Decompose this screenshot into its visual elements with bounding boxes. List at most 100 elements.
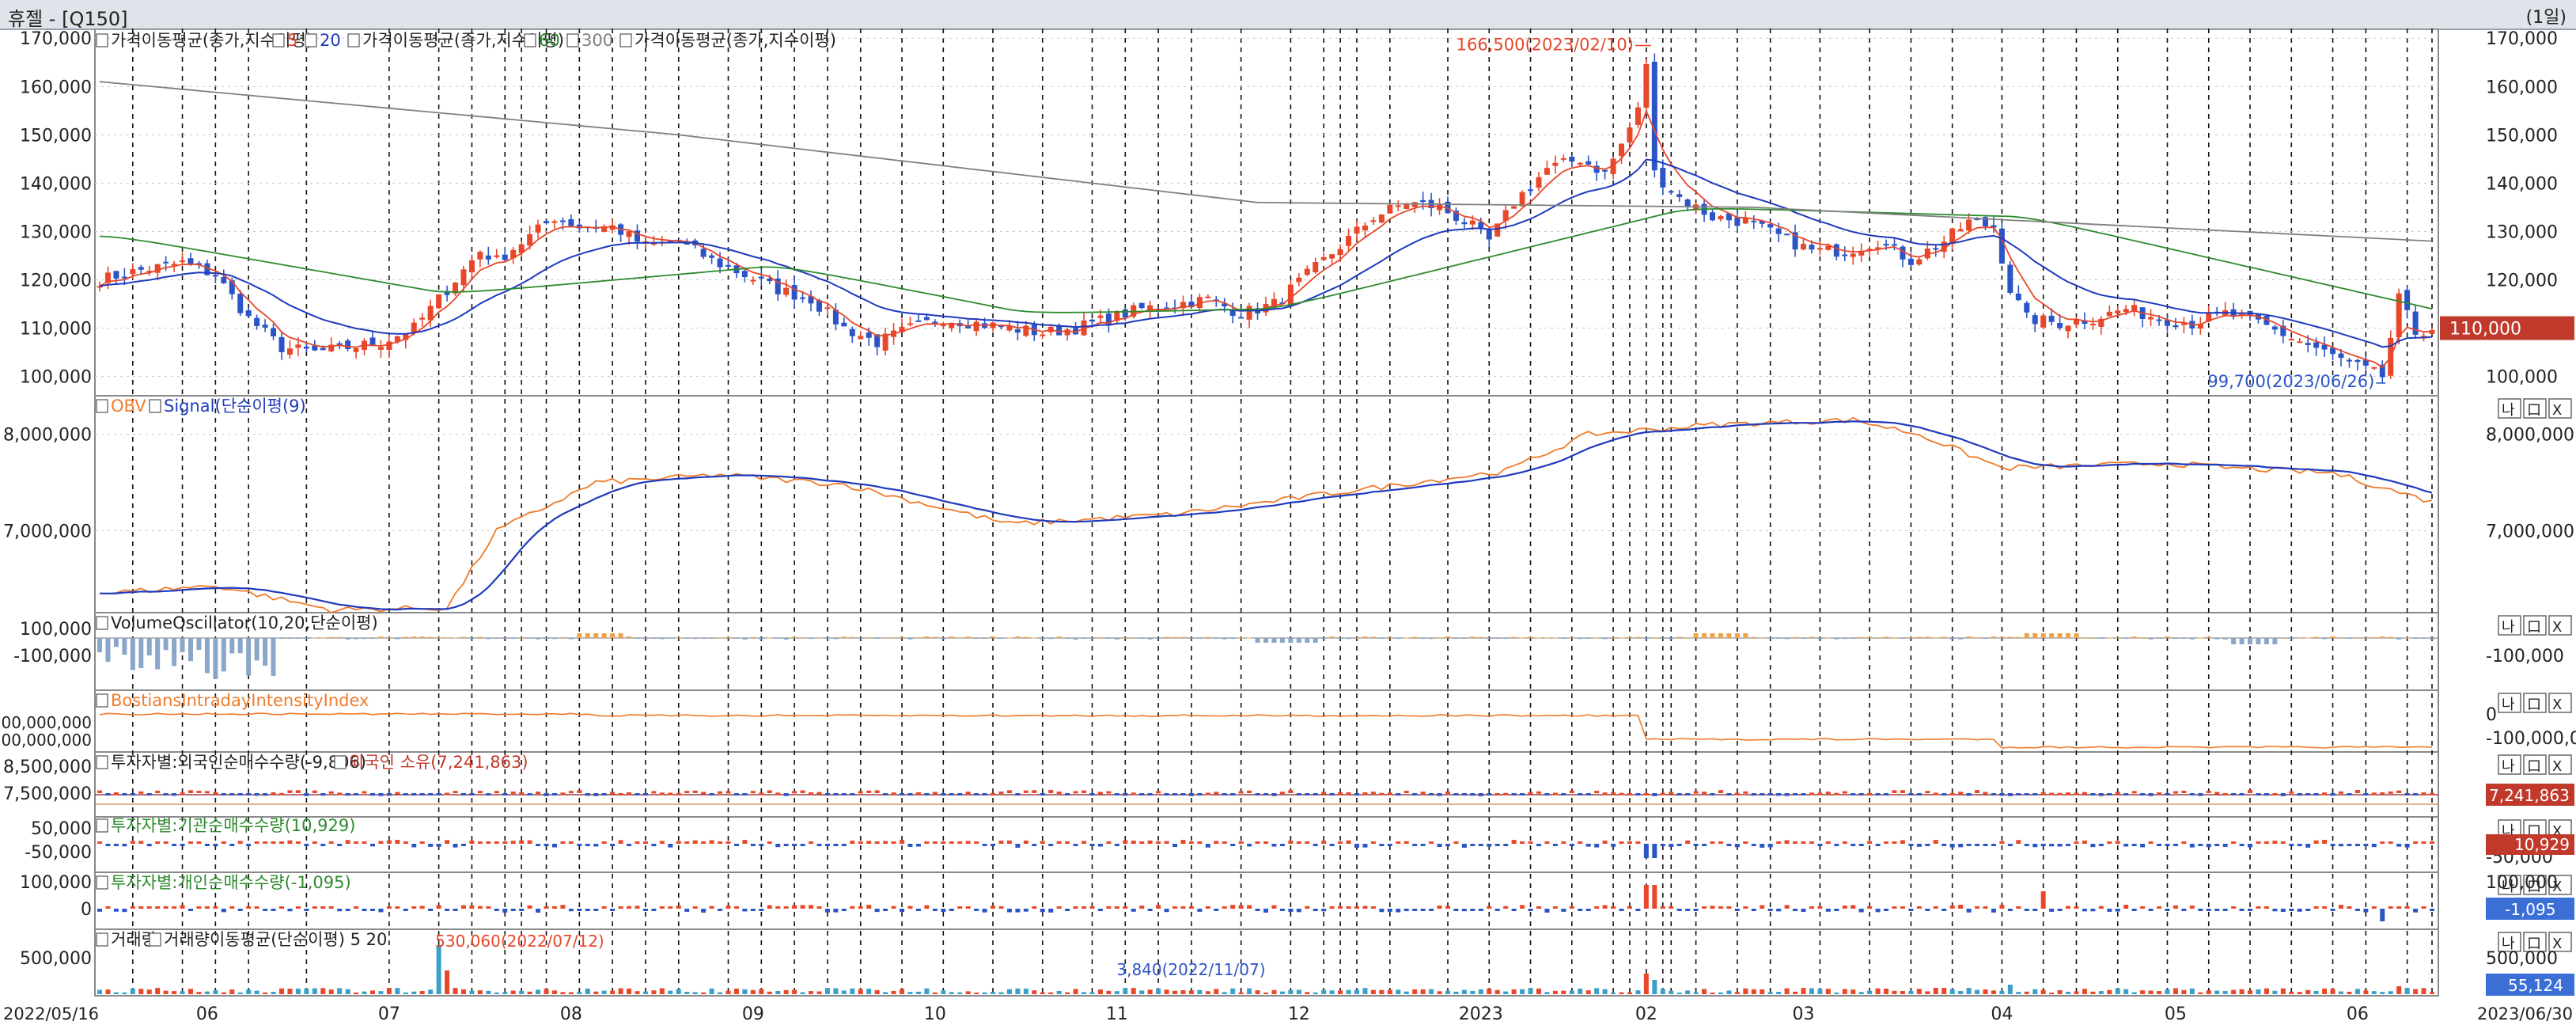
volume-bar xyxy=(1949,989,1955,994)
candle-body xyxy=(1991,225,1997,228)
vo-bar xyxy=(246,638,252,676)
indiv-bar xyxy=(146,906,152,909)
indiv-bar xyxy=(213,906,218,909)
volume-bar xyxy=(1172,990,1178,994)
volume-bar xyxy=(1718,992,1723,994)
indiv-bar xyxy=(924,905,930,909)
inst-bar xyxy=(1949,844,1955,848)
inst-bar xyxy=(1619,841,1624,844)
vo-bar xyxy=(2189,638,2195,640)
candle-body xyxy=(1147,305,1154,311)
legend-box xyxy=(96,932,108,947)
volume-bar xyxy=(2297,992,2302,994)
candle-body xyxy=(1668,191,1674,193)
indiv-bar xyxy=(180,905,185,909)
volume-bar xyxy=(1635,990,1641,994)
indiv-bar xyxy=(1263,909,1268,913)
volume-bar xyxy=(2421,988,2426,994)
candle-body xyxy=(1949,228,1956,245)
foreign-bar xyxy=(1991,793,1996,795)
volume-bar xyxy=(1354,989,1359,994)
foreign-bar xyxy=(709,793,714,795)
indiv-bar xyxy=(510,909,516,911)
volume-bar xyxy=(783,989,789,994)
volume-bar xyxy=(1834,992,1839,994)
inst-bar xyxy=(568,841,574,844)
candle-body xyxy=(858,336,864,340)
price-tick-right: 140,000 xyxy=(2486,174,2558,194)
volume-bar xyxy=(2239,989,2245,994)
foreign-bar xyxy=(1536,791,1541,794)
indiv-bar xyxy=(163,906,169,909)
foreign-bar xyxy=(2388,791,2393,794)
indiv-bar xyxy=(1751,909,1756,911)
inst-bar xyxy=(1851,844,1856,846)
vo-bar xyxy=(833,638,839,640)
inst-bar xyxy=(783,844,789,846)
candle-body xyxy=(1858,250,1865,256)
volume-bar xyxy=(378,991,384,994)
vo-bar xyxy=(287,638,293,639)
foreign-bar xyxy=(1825,792,1831,795)
vo-bar xyxy=(1404,637,1409,639)
foreign-bar xyxy=(295,790,301,793)
vo-bar xyxy=(560,637,566,639)
indiv-bar xyxy=(601,906,607,909)
vo-bar xyxy=(2280,637,2286,639)
indiv-bar xyxy=(2347,906,2352,909)
vo-bar xyxy=(692,638,698,640)
panel-button-label: X xyxy=(2552,936,2562,952)
vo-bar xyxy=(1494,638,1500,639)
vo-bar xyxy=(1983,638,1988,640)
volume-bar xyxy=(2140,990,2146,994)
candle-body xyxy=(808,296,814,304)
indiv-bar xyxy=(783,906,789,909)
foreign-badge xyxy=(2486,784,2574,806)
inst-badge-text: 10,929 xyxy=(2514,835,2570,854)
candle-body xyxy=(1222,303,1228,307)
vo-bar xyxy=(676,637,681,639)
vo-bar xyxy=(601,633,607,638)
foreign-bar xyxy=(2140,793,2146,795)
indiv-bar xyxy=(915,909,921,911)
volume-bar xyxy=(2371,991,2377,994)
foreign-bar xyxy=(1188,793,1194,796)
vo-bar xyxy=(1164,636,1169,638)
indiv-bar xyxy=(1006,909,1012,913)
vo-bar xyxy=(1933,637,1938,639)
indiv-bar xyxy=(2198,909,2203,911)
foreign-bar xyxy=(1793,793,1798,795)
foreign-bar xyxy=(998,792,1004,795)
volume-bar xyxy=(1900,990,1905,994)
candle-body xyxy=(1560,158,1566,160)
indiv-bar xyxy=(841,909,847,911)
vo-bar xyxy=(1097,637,1103,639)
foreign-bar xyxy=(2239,793,2245,795)
volume-bar xyxy=(395,988,400,994)
volume-bar xyxy=(725,990,731,994)
low-annotation: 99,700(2023/06/26) xyxy=(2207,372,2374,391)
vo-bar xyxy=(1693,633,1699,638)
inst-bar xyxy=(2231,841,2237,844)
volume-bar xyxy=(1676,992,1682,994)
vo-bar xyxy=(1685,637,1691,639)
volume-bar xyxy=(1296,989,1301,994)
inst-bar xyxy=(1131,841,1136,844)
indiv-bar xyxy=(494,909,499,911)
volume-bar xyxy=(1536,988,1541,994)
foreign-bar xyxy=(1288,790,1294,793)
bii-line xyxy=(99,712,2433,749)
candle-body xyxy=(2123,309,2129,313)
legend-label: 외국인 소유(7,241,863) xyxy=(349,753,528,772)
volume-bar xyxy=(2430,992,2434,994)
candle-body xyxy=(1296,277,1302,283)
vo-bar xyxy=(2413,638,2419,639)
vo-bar xyxy=(486,638,491,640)
